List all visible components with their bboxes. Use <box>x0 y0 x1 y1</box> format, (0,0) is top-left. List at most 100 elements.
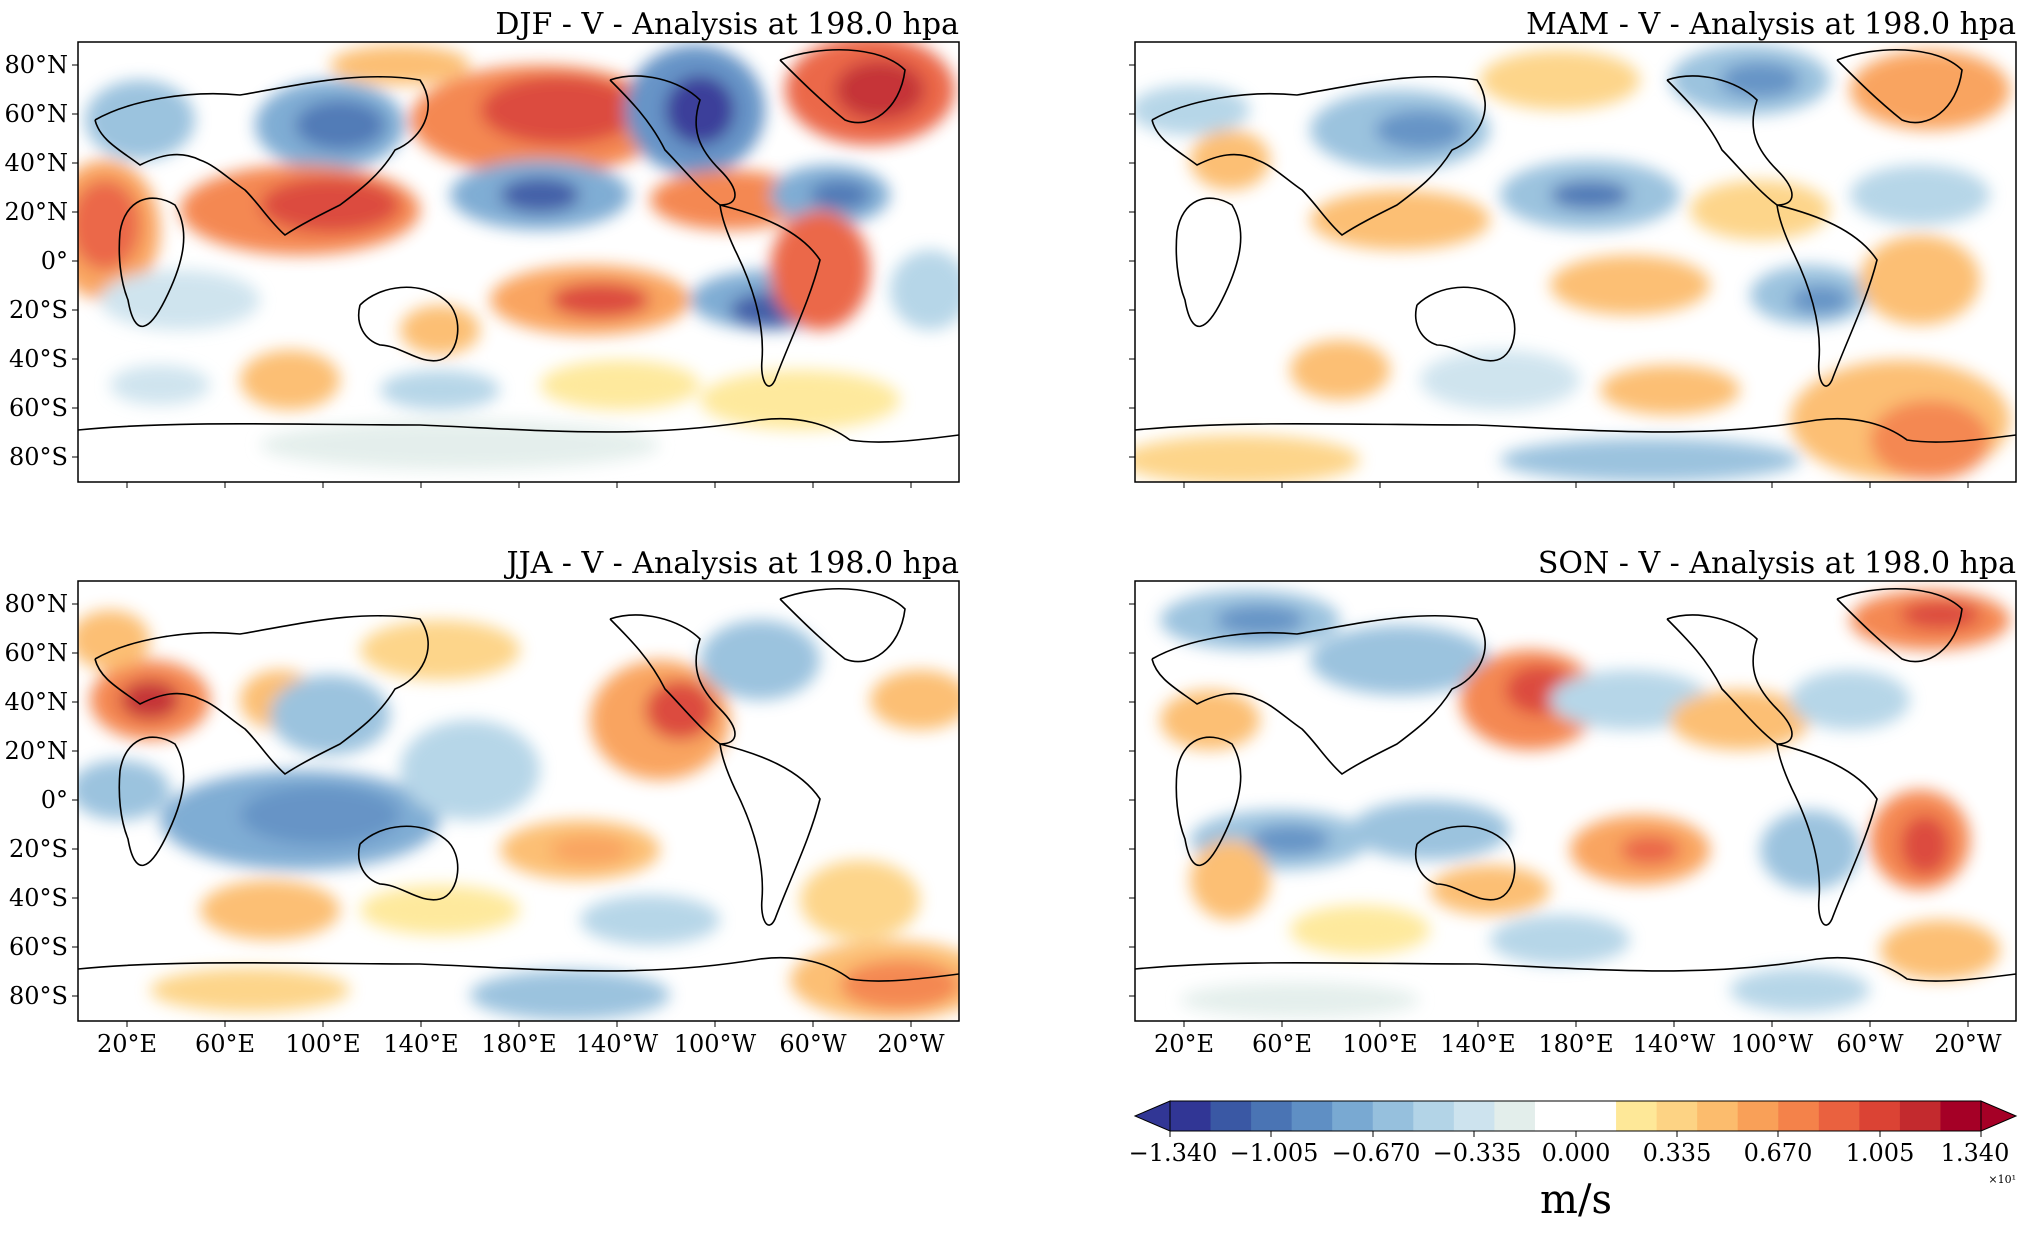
contour-field <box>78 42 959 470</box>
lat-ticks <box>1129 64 1135 458</box>
lat-label: 20°S <box>9 296 68 324</box>
lon-label: 60°E <box>195 1030 255 1058</box>
lon-label: 100°E <box>285 1030 360 1058</box>
lon-label: 60°W <box>1836 1030 1904 1058</box>
colorbar-extend-max <box>1980 1100 2018 1132</box>
colorbar-swatch <box>1737 1101 1779 1131</box>
colorbar-tick-label: −1.340 <box>1129 1139 1218 1167</box>
lon-label: 140°E <box>383 1030 458 1058</box>
colorbar-tick-label: 1.005 <box>1846 1139 1915 1167</box>
lat-label: 40°S <box>9 884 68 912</box>
map-panel-son: SON - V - Analysis at 198.0 hpa 20°E 60°… <box>1129 546 2017 1058</box>
lon-label: 100°E <box>1342 1030 1417 1058</box>
colorbar-swatch <box>1332 1101 1374 1131</box>
lat-label: 60°N <box>4 639 68 667</box>
map-panel-mam: MAM - V - Analysis at 198.0 hpa <box>1129 7 2017 488</box>
colorbar-swatch <box>1940 1101 1982 1131</box>
colorbar-tick-label: 0.335 <box>1643 1139 1712 1167</box>
colorbar-tick-label: −0.335 <box>1433 1139 1522 1167</box>
colorbar-swatch <box>1899 1101 1942 1131</box>
lat-label: 60°S <box>9 933 68 961</box>
lon-label: 180°E <box>1538 1030 1613 1058</box>
colorbar-swatch <box>1575 1101 1617 1131</box>
colorbar-swatch <box>1372 1101 1414 1131</box>
colorbar-swatch <box>1453 1101 1495 1131</box>
lon-ticks <box>1183 1021 1969 1027</box>
lat-labels: 80°N 60°N 40°N 20°N 0° 20°S 40°S 60°S 80… <box>4 51 68 471</box>
colorbar-swatch <box>1170 1101 1212 1131</box>
panel-title: DJF - V - Analysis at 198.0 hpa <box>495 7 959 42</box>
colorbar-swatch <box>1697 1101 1739 1131</box>
lon-label: 140°E <box>1440 1030 1515 1058</box>
colorbar-swatch <box>1616 1101 1658 1131</box>
colorbar-swatch <box>1210 1101 1252 1131</box>
colorbar-swatch <box>1291 1101 1333 1131</box>
lon-label: 20°E <box>1154 1030 1214 1058</box>
lon-label: 60°W <box>779 1030 847 1058</box>
colorbar-tick-label: 0.670 <box>1744 1139 1813 1167</box>
lon-label: 20°W <box>877 1030 945 1058</box>
contour-field <box>1160 590 2010 1018</box>
panel-title: SON - V - Analysis at 198.0 hpa <box>1538 546 2016 581</box>
lat-label: 60°N <box>4 100 68 128</box>
panel-title: MAM - V - Analysis at 198.0 hpa <box>1526 7 2016 42</box>
colorbar-swatch <box>1656 1101 1698 1131</box>
lon-label: 20°W <box>1934 1030 2002 1058</box>
lon-ticks <box>126 482 912 488</box>
colorbar-scale-label: ×10¹ <box>1988 1173 2016 1186</box>
colorbar-tick-label: −1.005 <box>1230 1139 1319 1167</box>
lat-label: 20°S <box>9 835 68 863</box>
lat-label: 40°N <box>4 149 68 177</box>
lat-label: 80°S <box>9 982 68 1010</box>
lat-label: 0° <box>41 247 68 275</box>
lat-label: 80°N <box>4 51 68 79</box>
lon-label: 100°W <box>1731 1030 1814 1058</box>
colorbar-tick-label: −0.670 <box>1332 1139 1421 1167</box>
lon-label: 100°W <box>674 1030 757 1058</box>
coastlines <box>1135 587 2016 982</box>
colorbar-units-label: m/s <box>1540 1177 1612 1223</box>
colorbar-swatches <box>1170 1101 1982 1131</box>
colorbar-extend-min <box>1133 1100 1171 1132</box>
lat-label: 40°N <box>4 688 68 716</box>
colorbar-ticks <box>1169 1131 1982 1137</box>
contour-field <box>1135 45 2010 482</box>
lon-label: 180°E <box>481 1030 556 1058</box>
lat-label: 0° <box>41 786 68 814</box>
lat-label: 60°S <box>9 394 68 422</box>
lat-ticks <box>1129 603 1135 997</box>
colorbar-swatch <box>1251 1101 1293 1131</box>
lon-ticks <box>126 1021 912 1027</box>
panel-title: JJA - V - Analysis at 198.0 hpa <box>504 546 960 581</box>
colorbar-swatch <box>1534 1101 1577 1131</box>
lat-label: 40°S <box>9 345 68 373</box>
coastlines <box>1135 48 2016 443</box>
coastlines <box>78 48 959 443</box>
colorbar-swatch <box>1818 1101 1860 1131</box>
lon-labels: 20°E 60°E 100°E 140°E 180°E 140°W 100°W … <box>97 1030 945 1058</box>
lat-ticks <box>72 603 78 997</box>
colorbar-swatch <box>1494 1101 1536 1131</box>
lon-ticks <box>1183 482 1969 488</box>
lat-label: 80°N <box>4 590 68 618</box>
lat-labels: 80°N 60°N 40°N 20°N 0° 20°S 40°S 60°S 80… <box>4 590 68 1010</box>
lon-label: 140°W <box>1633 1030 1716 1058</box>
colorbar-tick-label: 0.000 <box>1542 1139 1611 1167</box>
coastlines <box>78 587 959 982</box>
lat-label: 80°S <box>9 443 68 471</box>
colorbar: −1.340 −1.005 −0.670 −0.335 0.000 0.335 … <box>1129 1100 2018 1223</box>
lon-label: 20°E <box>97 1030 157 1058</box>
lat-ticks <box>72 64 78 458</box>
contour-field <box>78 610 959 1020</box>
lat-label: 20°N <box>4 737 68 765</box>
colorbar-swatch <box>1413 1101 1455 1131</box>
lon-labels: 20°E 60°E 100°E 140°E 180°E 140°W 100°W … <box>1154 1030 2002 1058</box>
map-panel-jja: JJA - V - Analysis at 198.0 hpa 80°N 60°… <box>4 546 960 1058</box>
lon-label: 60°E <box>1252 1030 1312 1058</box>
map-panel-djf: DJF - V - Analysis at 198.0 hpa 80°N 60°… <box>4 7 960 488</box>
colorbar-swatch <box>1778 1101 1820 1131</box>
lon-label: 140°W <box>576 1030 659 1058</box>
colorbar-swatch <box>1859 1101 1901 1131</box>
colorbar-tick-label: 1.340 <box>1941 1139 2010 1167</box>
